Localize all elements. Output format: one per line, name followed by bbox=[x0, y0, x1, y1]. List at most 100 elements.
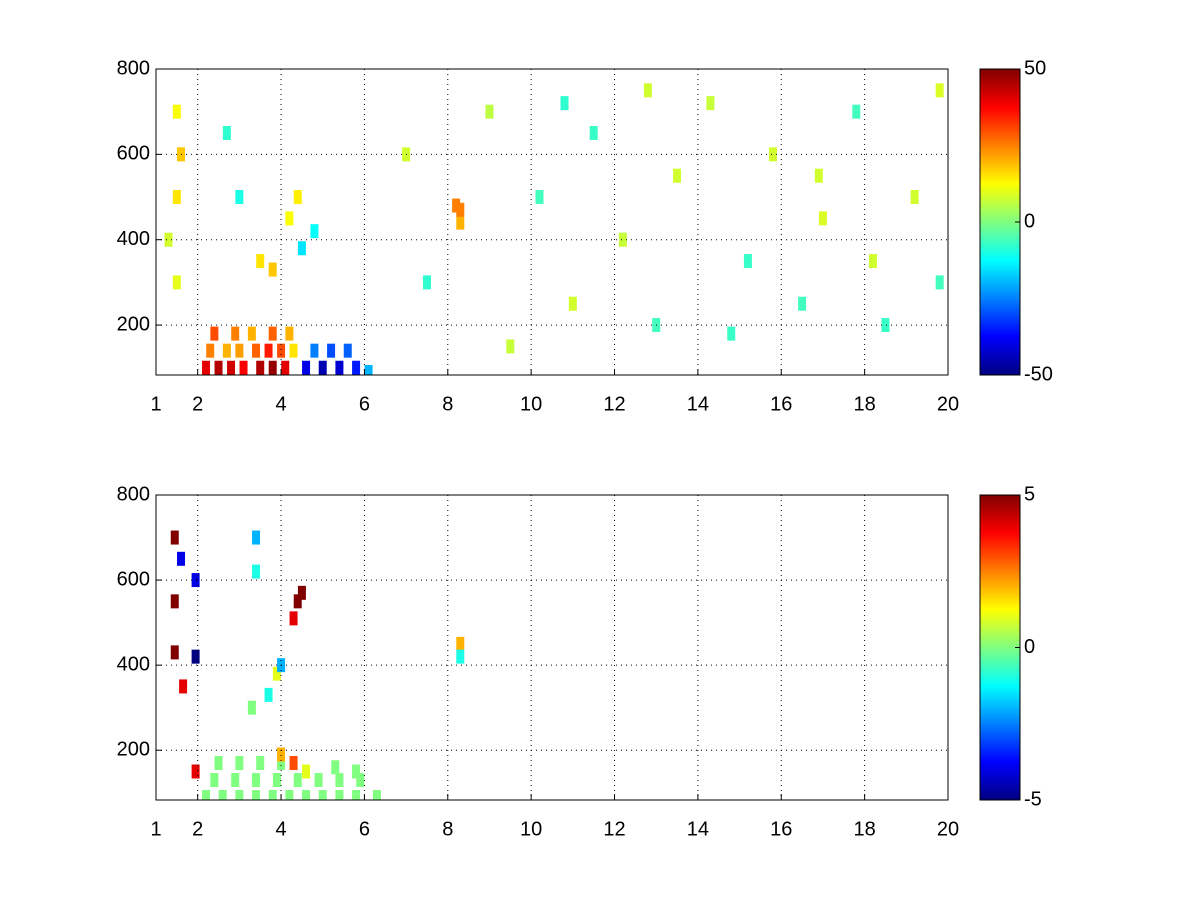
heatmap-cell bbox=[935, 83, 944, 98]
heatmap-cell bbox=[214, 755, 223, 770]
x-tick-label: 1 bbox=[150, 393, 161, 415]
heatmap-cell bbox=[372, 790, 381, 800]
heatmap-cell bbox=[247, 700, 256, 715]
heatmap-cell bbox=[456, 636, 465, 651]
heatmap-cell bbox=[202, 360, 211, 375]
heatmap-cell bbox=[343, 343, 352, 358]
heatmap-cell bbox=[172, 104, 181, 119]
heatmap-cell bbox=[618, 232, 627, 247]
x-tick-label: 6 bbox=[359, 818, 370, 840]
heatmap-cell bbox=[352, 790, 361, 800]
heatmap-cell bbox=[798, 296, 807, 311]
heatmap-cell bbox=[191, 764, 200, 779]
heatmap-cell bbox=[289, 755, 298, 770]
colorbar bbox=[979, 68, 1021, 376]
heatmap-cell bbox=[352, 764, 361, 779]
heatmap-cell bbox=[277, 755, 286, 770]
x-tick-label: 14 bbox=[687, 818, 709, 840]
y-tick-label: 800 bbox=[117, 57, 150, 79]
heatmap-cell bbox=[172, 190, 181, 205]
heatmap-cell bbox=[293, 190, 302, 205]
heatmap-cell bbox=[227, 360, 236, 375]
heatmap-cell bbox=[252, 564, 261, 579]
heatmap-cell bbox=[356, 773, 365, 788]
heatmap-cell bbox=[210, 773, 219, 788]
heatmap-cell bbox=[285, 211, 294, 226]
heatmap-cell bbox=[170, 594, 179, 609]
heatmap-cell bbox=[535, 190, 544, 205]
heatmap-cell bbox=[202, 790, 211, 800]
heatmap-cell bbox=[318, 360, 327, 375]
heatmap-cell bbox=[331, 760, 340, 775]
heatmap-cell bbox=[164, 232, 173, 247]
heatmap-cell bbox=[589, 126, 598, 141]
heatmap-cell bbox=[177, 551, 186, 566]
heatmap-cell bbox=[560, 96, 569, 111]
heatmap-cell bbox=[268, 326, 277, 341]
heatmap-cell bbox=[293, 594, 302, 609]
heatmap-cell bbox=[310, 343, 319, 358]
heatmap-cell bbox=[868, 254, 877, 269]
x-tick-label: 14 bbox=[687, 393, 709, 415]
heatmap-cell bbox=[452, 198, 461, 213]
heatmap-cell bbox=[302, 764, 311, 779]
colorbar-tick-label: -5 bbox=[1024, 788, 1042, 810]
x-tick-label: 20 bbox=[937, 818, 959, 840]
x-tick-label: 10 bbox=[520, 393, 542, 415]
colorbar-tick-label: -50 bbox=[1024, 363, 1053, 385]
colorbar-tick-label: 5 bbox=[1024, 483, 1035, 505]
heatmap-cell bbox=[252, 790, 261, 800]
heatmap-cell bbox=[302, 790, 311, 800]
heatmap-cell bbox=[352, 360, 361, 375]
heatmap-cell bbox=[673, 168, 682, 183]
heatmap-cell bbox=[285, 326, 294, 341]
x-tick-label: 4 bbox=[275, 818, 286, 840]
x-tick-label: 2 bbox=[192, 393, 203, 415]
heatmap-cell bbox=[910, 190, 919, 205]
heatmap-cell bbox=[743, 254, 752, 269]
heatmap-cell bbox=[289, 343, 298, 358]
x-tick-label: 18 bbox=[854, 818, 876, 840]
x-tick-label: 10 bbox=[520, 818, 542, 840]
heatmap-cell bbox=[256, 755, 265, 770]
heatmap-cell bbox=[935, 275, 944, 290]
heatmap-cell bbox=[264, 687, 273, 702]
heatmap-cell bbox=[252, 773, 261, 788]
x-tick-label: 8 bbox=[442, 818, 453, 840]
heatmap-cell bbox=[252, 343, 261, 358]
heatmap-cell bbox=[302, 360, 311, 375]
heatmap-cell bbox=[318, 790, 327, 800]
heatmap-cell bbox=[172, 275, 181, 290]
heatmap-cell bbox=[235, 755, 244, 770]
y-tick-label: 600 bbox=[117, 568, 150, 590]
x-tick-label: 4 bbox=[275, 393, 286, 415]
heatmap-cell bbox=[814, 168, 823, 183]
heatmap-cell bbox=[327, 343, 336, 358]
heatmap-cell bbox=[485, 104, 494, 119]
heatmap-cell bbox=[239, 360, 248, 375]
heatmap-cell bbox=[264, 343, 273, 358]
heatmap-cell bbox=[818, 211, 827, 226]
x-tick-label: 12 bbox=[603, 818, 625, 840]
heatmap-cell bbox=[335, 360, 344, 375]
plot-area bbox=[156, 495, 948, 800]
heatmap-cell bbox=[643, 83, 652, 98]
heatmap-cell bbox=[568, 296, 577, 311]
heatmap-cell bbox=[335, 790, 344, 800]
heatmap-cell bbox=[179, 679, 188, 694]
heatmap-cell bbox=[289, 611, 298, 626]
heatmap-cell bbox=[335, 773, 344, 788]
heatmap-cell bbox=[277, 343, 286, 358]
y-tick-label: 200 bbox=[117, 739, 150, 761]
heatmap-cell bbox=[191, 649, 200, 664]
heatmap-cell bbox=[364, 365, 373, 375]
heatmap-cell bbox=[170, 645, 179, 660]
x-tick-label: 2 bbox=[192, 818, 203, 840]
y-tick-label: 800 bbox=[117, 483, 150, 505]
y-tick-label: 600 bbox=[117, 143, 150, 165]
heatmap-cell bbox=[422, 275, 431, 290]
heatmap-cell bbox=[191, 573, 200, 588]
heatmap-cell bbox=[222, 343, 231, 358]
